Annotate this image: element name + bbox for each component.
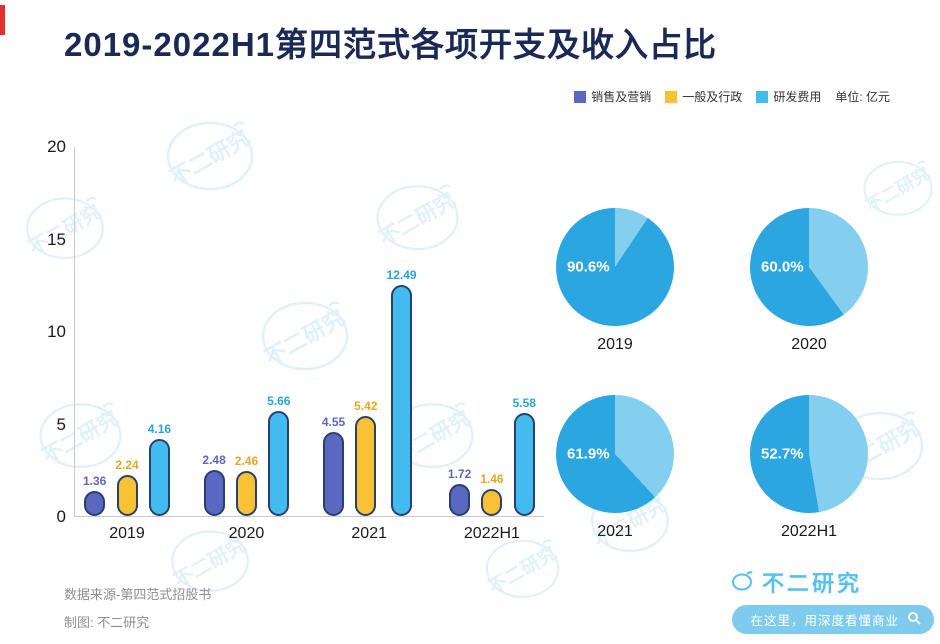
y-axis-tick-5: 5 [56, 414, 66, 434]
pie-cell-2021: 61.9% 2021 [556, 395, 674, 541]
bar-plot: 1.36 2.24 4.16 2019 2.48 2.46 5.66 2020 4.55 5.42… [74, 147, 544, 542]
pie-percentage: 90.6% [567, 258, 610, 276]
bar-一般及行政-2021 [355, 415, 377, 516]
bar-一般及行政-2022H1 [481, 489, 503, 516]
unit-label: 单位: 亿元 [835, 90, 890, 104]
pie-2021: 61.9% [556, 395, 674, 513]
pie-cell-2020: 60.0% 2020 [750, 208, 868, 354]
bar-研发费用-2019 [148, 439, 170, 516]
bar-value-label: 1.72 [447, 467, 472, 482]
bar-value-label: 1.36 [83, 473, 107, 488]
red-accent-tick [0, 5, 5, 35]
y-axis-tick-0: 0 [56, 507, 66, 526]
bar-group-2021: 4.55 5.42 12.49 2021 [321, 267, 417, 542]
bar-value-label: 1.46 [480, 472, 504, 486]
watermark-logo: 不二研究 [858, 150, 938, 230]
bar-value-label: 4.55 [321, 414, 346, 429]
bar-group-2020: 2.48 2.46 5.66 2020 [202, 394, 291, 542]
bar-研发费用-2022H1 [513, 412, 535, 516]
bar-研发费用-2021 [391, 284, 413, 516]
pie-percentage: 52.7% [761, 445, 804, 463]
brand-block: 不二研究 在这里，用深度看懂商业 [730, 566, 934, 634]
pie-year-label: 2020 [791, 336, 827, 353]
bar-value-label: 2.24 [115, 457, 139, 472]
x-axis-label-2022H1: 2022H1 [463, 525, 520, 542]
data-source-note: 数据来源-第四范式招股书 [64, 587, 212, 602]
legend-swatch [574, 90, 587, 103]
pie-percentage: 60.0% [761, 258, 804, 276]
y-axis-tick-15: 15 [47, 229, 66, 249]
legend-label: 一般及行政 [682, 90, 743, 104]
bar-销售及营销-2019 [84, 490, 106, 516]
pie-2019: 90.6% [556, 208, 674, 326]
pie-2022H1: 52.7% [750, 395, 868, 513]
bar-chart: 1.36 2.24 4.16 2019 2.48 2.46 5.66 2020 4.55 5.42… [28, 137, 548, 552]
pie-year-label: 2021 [597, 523, 633, 540]
bar-一般及行政-2020 [235, 470, 257, 516]
pie-2020: 60.0% [750, 208, 868, 326]
bar-group-2019: 1.36 2.24 4.16 2019 [83, 422, 172, 542]
bar-groups: 1.36 2.24 4.16 2019 2.48 2.46 5.66 2020 4.55 5.42… [75, 147, 544, 542]
pie-grid: 90.6% 2019 60.0% 2020 61.9% 2021 52.7% 2022H1 [556, 208, 868, 541]
brand-name: 不二研究 [761, 571, 862, 596]
svg-text:不二研究: 不二研究 [862, 163, 933, 216]
lemon-logo-icon [730, 568, 754, 597]
brand-tagline-pill: 在这里，用深度看懂商业 [732, 605, 934, 634]
magnifier-icon [907, 611, 922, 629]
x-axis-label-2021: 2021 [351, 525, 387, 542]
legend-item-1: 一般及行政 [665, 88, 742, 105]
y-axis-tick-20: 20 [47, 137, 66, 156]
legend-swatch [665, 90, 678, 103]
legend-swatch [756, 90, 769, 103]
bar-value-label: 2.48 [202, 453, 226, 468]
x-axis-label-2020: 2020 [228, 525, 265, 542]
bar-value-label: 4.16 [147, 422, 172, 437]
page-title: 2019-2022H1第四范式各项开支及收入占比 [64, 26, 717, 63]
bar-研发费用-2020 [268, 411, 290, 516]
bar-value-label: 5.66 [267, 394, 291, 409]
brand-tagline: 在这里，用深度看懂商业 [750, 614, 899, 628]
pie-year-label: 2019 [597, 336, 633, 353]
bar-销售及营销-2021 [322, 431, 344, 516]
legend-item-0: 销售及营销 [574, 88, 651, 105]
bar-value-label: 5.58 [512, 395, 536, 410]
legend-label: 研发费用 [773, 90, 822, 104]
bar-value-label: 12.49 [386, 267, 417, 282]
pie-percentage: 61.9% [567, 445, 610, 463]
legend-label: 销售及营销 [591, 90, 652, 104]
y-axis-tick-10: 10 [47, 322, 66, 341]
bar-value-label: 5.42 [354, 398, 378, 413]
bar-一般及行政-2019 [116, 474, 138, 516]
chart-legend: 销售及营销 一般及行政 研发费用 单位: 亿元 [574, 88, 890, 105]
pie-cell-2019: 90.6% 2019 [556, 208, 674, 354]
pie-cell-2022H1: 52.7% 2022H1 [750, 395, 868, 541]
credit-note: 制图: 不二研究 [64, 615, 150, 630]
x-axis-label-2019: 2019 [109, 525, 145, 542]
pie-year-label: 2022H1 [780, 523, 838, 540]
bar-销售及营销-2020 [203, 470, 225, 516]
bar-销售及营销-2022H1 [449, 484, 471, 516]
bar-value-label: 2.46 [234, 453, 259, 468]
bar-group-2022H1: 1.72 1.46 5.58 2022H1 [447, 395, 536, 542]
legend-item-2: 研发费用 [756, 88, 821, 105]
